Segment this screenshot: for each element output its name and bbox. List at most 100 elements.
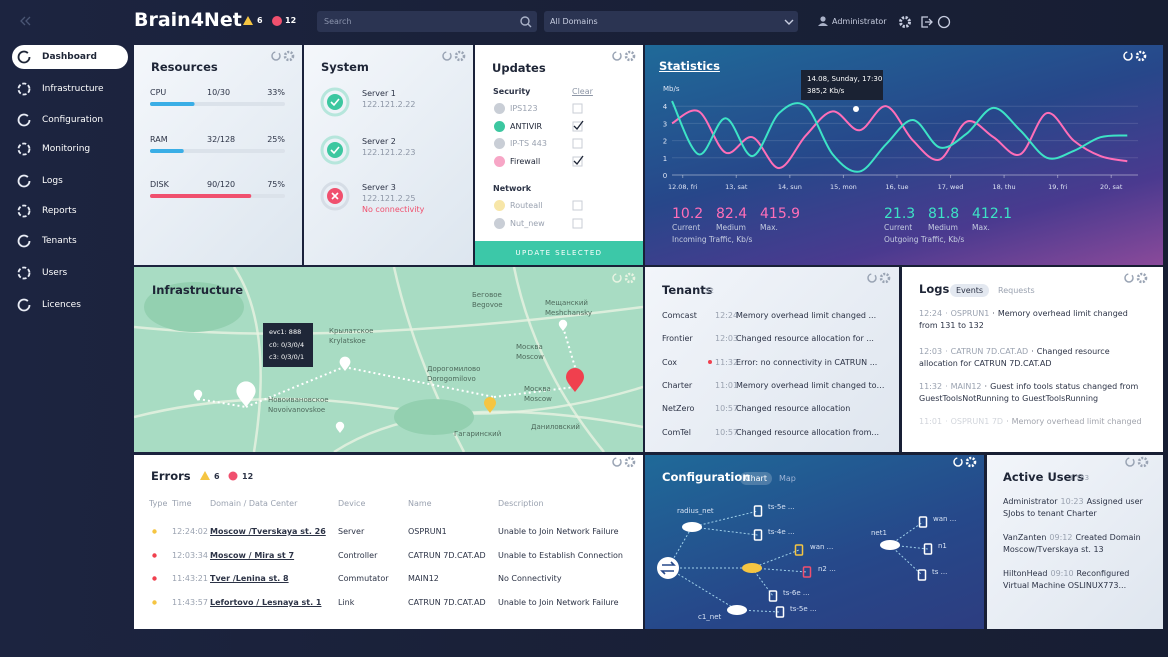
- configuration-panel: Configuration Chart Map radius_net ts-5e ...…: [645, 455, 984, 629]
- resource-bar: [150, 102, 285, 106]
- nav-item[interactable]: Tenants: [42, 236, 77, 246]
- user-activity: Administrator 10:23 Assigned user SJobs to…: [1003, 496, 1153, 520]
- node-label: ts ...: [932, 568, 948, 576]
- errors-panel: Errors 6 12 Type Time Domain / Data Center Dev…: [134, 455, 643, 629]
- error-domain[interactable]: Lefortovo / Lesnaya st. 1: [210, 598, 322, 608]
- resource-percent: 25%: [267, 135, 285, 144]
- column-header: Description: [498, 499, 544, 508]
- error-domain[interactable]: Moscow / Mira st 7: [210, 550, 295, 560]
- tenants-count: 52: [705, 287, 714, 295]
- tenant-event: Changed resource allocation from...: [736, 427, 880, 437]
- resource-percent: 33%: [267, 88, 285, 97]
- settings-icon: [624, 272, 636, 284]
- nav-item[interactable]: Logs: [42, 176, 63, 186]
- map-pin[interactable]: [193, 389, 203, 401]
- nav-item[interactable]: Monitoring: [42, 144, 91, 154]
- log-time: 12:24: [919, 309, 943, 318]
- panel-title: Infrastructure: [152, 283, 244, 297]
- nav-icon-shape: [17, 298, 31, 312]
- stat-name: Medium: [928, 223, 958, 232]
- log-tab[interactable]: Events: [950, 284, 990, 297]
- checkbox[interactable]: [572, 138, 583, 149]
- nav-item[interactable]: Configuration: [42, 115, 104, 125]
- map-pin-warning[interactable]: [484, 397, 496, 413]
- nav-item[interactable]: Licences: [42, 300, 81, 310]
- log-tab[interactable]: Requests: [998, 286, 1035, 295]
- checkmark: [573, 155, 584, 165]
- item-name: Nut_new: [510, 218, 545, 228]
- map-link: [343, 366, 495, 398]
- cloud-node[interactable]: [727, 605, 747, 615]
- panel-title: System: [321, 60, 369, 74]
- hub-node[interactable]: [657, 557, 679, 579]
- resource-usage: 90/120: [207, 180, 236, 189]
- tooltip-line: c0: 0/3/0/4: [269, 340, 305, 349]
- checkbox[interactable]: [572, 156, 583, 166]
- nav-item[interactable]: Infrastructure: [42, 84, 104, 94]
- settings-icon[interactable]: [899, 16, 911, 28]
- server-node[interactable]: [917, 569, 927, 581]
- checkbox[interactable]: [572, 218, 583, 228]
- log-entry: 11:32 · MAIN12 · Guest info tools status cha…: [919, 381, 1147, 405]
- server-node[interactable]: [753, 505, 763, 517]
- log-separator: ·: [945, 309, 948, 318]
- cloud-node[interactable]: [742, 563, 762, 573]
- server-node[interactable]: [923, 543, 933, 555]
- server-node[interactable]: [775, 606, 785, 618]
- stat-value: 415.9: [760, 206, 801, 222]
- map-place: Новоивановское: [268, 396, 329, 404]
- search-box[interactable]: Search: [317, 11, 537, 32]
- server-node[interactable]: [794, 544, 804, 556]
- config-tab[interactable]: Chart: [740, 472, 772, 485]
- cloud-node[interactable]: [880, 540, 900, 550]
- infrastructure-panel: Беговое Begovoe Мещанский Meshchansky Крылат…: [134, 267, 643, 452]
- logout-icon[interactable]: [921, 16, 933, 28]
- server-node[interactable]: [768, 590, 778, 602]
- type-dot: [152, 552, 157, 558]
- map-pin[interactable]: [339, 356, 351, 371]
- checkbox[interactable]: [572, 103, 583, 114]
- settings-icon: [624, 50, 636, 62]
- help-icon[interactable]: [937, 15, 951, 29]
- error-domain[interactable]: Tver /Lenina st. 8: [210, 574, 289, 584]
- server-node[interactable]: [918, 516, 928, 528]
- activity-user: Administrator: [1003, 497, 1058, 506]
- map-road: [232, 267, 262, 452]
- collapse-chevrons[interactable]: [20, 16, 31, 26]
- tenant-event: Error: no connectivity in CATRUN ...: [736, 357, 878, 367]
- stat-name: Current: [884, 223, 913, 232]
- status-glyph: [330, 98, 340, 107]
- server-status: [320, 87, 350, 117]
- checkbox[interactable]: [572, 121, 583, 131]
- domain-select[interactable]: All Domains: [544, 11, 798, 32]
- error-domain[interactable]: Moscow /Tverskaya st. 26: [210, 527, 326, 536]
- panel-tools: [1123, 50, 1147, 62]
- user-name[interactable]: Administrator: [832, 17, 887, 26]
- traffic-line: [671, 100, 1128, 173]
- alert-dot: [708, 359, 712, 364]
- resource-name: DISK: [150, 180, 169, 189]
- group-name: Security: [493, 87, 531, 96]
- nav-item[interactable]: Reports: [42, 206, 77, 216]
- group-action[interactable]: Clear: [572, 87, 593, 96]
- server-node[interactable]: [802, 566, 812, 578]
- map-pin[interactable]: [558, 319, 568, 331]
- tenant-time: 12:24: [715, 311, 739, 320]
- map-pin[interactable]: [335, 421, 345, 433]
- error-name: CATRUN 7D.CAT.AD: [408, 598, 486, 608]
- cloud-node[interactable]: [682, 522, 702, 532]
- map-pin-error[interactable]: [566, 368, 584, 392]
- server-node[interactable]: [753, 529, 763, 541]
- update-item-icons: [494, 138, 583, 149]
- checkbox[interactable]: [572, 200, 583, 211]
- resource-usage: 10/30: [207, 88, 231, 97]
- config-tab[interactable]: Map: [779, 474, 796, 483]
- chart-tooltip: 14.08, Sunday, 17:30 385,2 Kb/s: [801, 70, 883, 100]
- map-pin[interactable]: [236, 381, 256, 407]
- nav-item[interactable]: Dashboard: [42, 52, 97, 62]
- map-place: Москва: [516, 343, 543, 351]
- stat-name: Current: [672, 223, 701, 232]
- nav-item[interactable]: Users: [42, 268, 68, 278]
- panel-title: Tenants: [662, 283, 713, 297]
- update-button[interactable]: UPDATE SELECTED: [475, 241, 643, 265]
